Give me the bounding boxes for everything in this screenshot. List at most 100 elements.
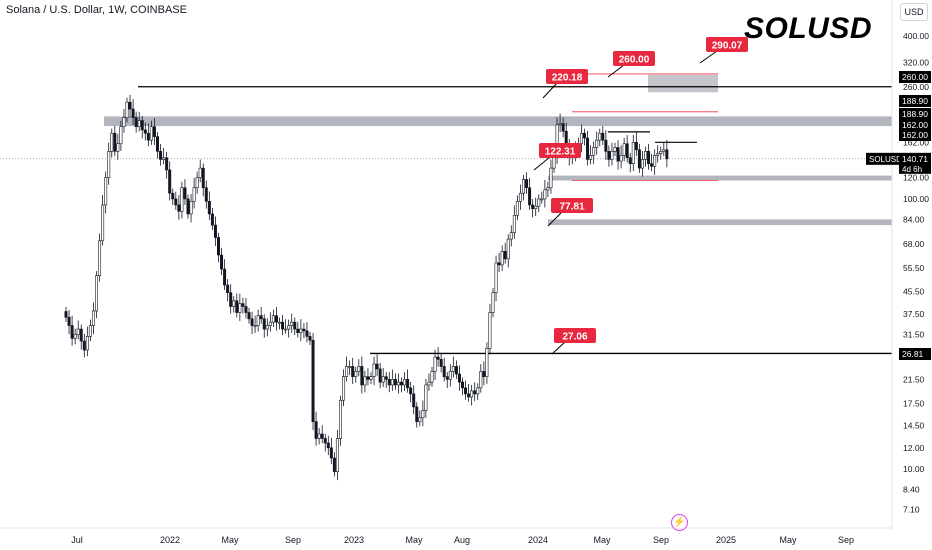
candle-body [628,157,632,164]
candle-body [491,292,495,313]
lightning-icon[interactable]: ⚡ [671,514,688,531]
candle-body [226,284,230,293]
price-tick-label: 100.00 [903,194,929,204]
candle [268,312,272,332]
candle [643,146,647,167]
candle [488,303,492,355]
time-axis[interactable]: Jul 2022 May Sep 2023 May Aug 2024 May Sep 2025 May… [0,527,892,545]
candle-body [598,132,602,141]
candle-body [406,379,410,389]
candle-body [525,179,529,189]
current-price-label: 140.71 [902,154,928,164]
candle-body [220,254,224,270]
currency-selector[interactable]: USD [900,3,928,21]
price-tag-label: 260.00 [902,72,928,82]
candle-body [622,143,626,156]
candle [241,297,245,314]
price-tick-label: 260.00 [903,82,929,92]
candle [421,400,425,427]
candle [244,297,248,319]
time-tick-label: 2022 [160,535,180,545]
candle-body [662,149,666,152]
candle-body [506,238,510,260]
candle [342,369,346,407]
price-tag: 260.00 [899,71,931,83]
candle [329,437,333,465]
candle [140,115,144,139]
candle-body [335,438,339,472]
candle [390,369,394,391]
candle [515,195,519,221]
candle-body [384,376,388,380]
candle-body [540,198,544,201]
candle-body [619,155,623,162]
candle [308,331,312,346]
callout-pointer [547,211,563,227]
candle [445,372,449,388]
candle-body [128,101,132,110]
candle [149,120,153,145]
candle-body [561,123,565,132]
price-tag-box [899,348,931,360]
levels-layer [0,73,892,355]
price-tick-label: 10.00 [903,464,925,474]
candle [369,372,373,385]
candle [647,144,651,170]
candle [460,377,464,396]
zones-layer [104,74,892,226]
candle [204,180,208,209]
time-tick-label: Sep [838,535,854,545]
candle-body [140,120,144,131]
candle [256,309,260,332]
candle [628,153,632,173]
candle-body [387,379,391,386]
price-callout: 220.18 [542,69,588,99]
candle-body [433,356,437,372]
candle-body [293,321,297,330]
candle-body [515,200,519,216]
candle [82,333,86,358]
candle-body [326,442,330,449]
candle-body [375,363,379,370]
callout-pointer [551,341,566,355]
candle [338,395,342,446]
candle-body [631,141,635,164]
candle-body [393,379,397,386]
candle [293,317,297,336]
candle-body [589,155,593,160]
candle-body [351,366,355,377]
candle-body [314,421,318,439]
price-tick-label: 8.40 [903,485,920,495]
candle [637,143,641,173]
candle-body [91,310,95,326]
candle-body [268,321,272,326]
price-tick-label: 84.00 [903,214,925,224]
candle [317,428,321,445]
candle [436,347,440,367]
candle-body [189,200,193,215]
candle [323,433,327,452]
candle-body [403,379,407,386]
candle [326,435,330,456]
candle-body [296,328,300,333]
price-tick-label: 37.50 [903,309,925,319]
candle-body [399,381,403,386]
candle-body [186,198,190,215]
callout-pointer [699,50,718,64]
candle [335,429,339,481]
candle [503,242,507,264]
price-axis[interactable]: 400.00320.00260.00188.90162.00120.00100.… [866,0,931,530]
callout-box [554,328,596,343]
price-callout: 260.00 [607,51,655,78]
candle-body [70,325,74,339]
candle [387,372,391,393]
candle [549,159,553,194]
candle [470,384,474,406]
candle-body [107,151,111,178]
candle-body [390,379,394,386]
candle [354,366,358,383]
candle-body [369,376,373,380]
candle-body [265,325,269,330]
